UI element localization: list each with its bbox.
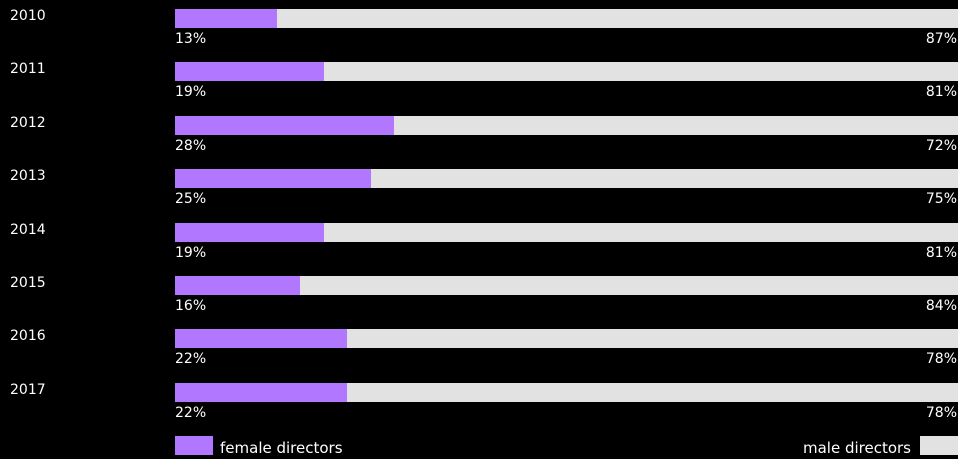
bar-female-directors: [175, 62, 324, 81]
data-label-female: 28%: [175, 138, 207, 154]
bar-row: 2014 19% 81%: [0, 222, 958, 275]
bar-row: 2015 16% 84%: [0, 275, 958, 328]
category-label: 2013: [10, 168, 46, 184]
category-label: 2010: [10, 8, 46, 24]
data-label-male: 81%: [925, 245, 957, 261]
legend-label-female: female directors: [220, 439, 343, 457]
legend-swatch-female: [175, 436, 213, 455]
data-label-female: 16%: [175, 298, 207, 314]
legend-male: male directors: [780, 436, 958, 457]
data-label-male: 75%: [925, 191, 957, 207]
data-label-female: 19%: [175, 245, 207, 261]
data-label-male: 72%: [925, 138, 957, 154]
data-label-male: 78%: [925, 405, 957, 421]
category-label: 2016: [10, 328, 46, 344]
data-label-male: 78%: [925, 351, 957, 367]
bar-row: 2010 13% 87%: [0, 8, 958, 61]
bar-male-directors: [175, 116, 958, 135]
legend-label-male: male directors: [802, 439, 911, 457]
bar-female-directors: [175, 383, 348, 402]
legend-swatch-male: [920, 436, 958, 455]
bar-female-directors: [175, 116, 395, 135]
data-label-male: 84%: [925, 298, 957, 314]
bar-row: 2017 22% 78%: [0, 382, 958, 435]
bar-male-directors: [175, 169, 958, 188]
category-label: 2015: [10, 275, 46, 291]
data-label-female: 22%: [175, 405, 207, 421]
bar-female-directors: [175, 223, 324, 242]
category-label: 2011: [10, 61, 46, 77]
category-label: 2017: [10, 382, 46, 398]
bar-row: 2013 25% 75%: [0, 168, 958, 221]
bar-male-directors: [175, 62, 958, 81]
data-label-female: 13%: [175, 31, 207, 47]
data-label-female: 19%: [175, 84, 207, 100]
data-label-female: 22%: [175, 351, 207, 367]
bar-male-directors: [175, 9, 958, 28]
bar-female-directors: [175, 9, 277, 28]
bar-female-directors: [175, 169, 371, 188]
bar-male-directors: [175, 223, 958, 242]
data-label-female: 25%: [175, 191, 207, 207]
bar-row: 2012 28% 72%: [0, 115, 958, 168]
bar-row: 2016 22% 78%: [0, 328, 958, 381]
bar-male-directors: [175, 329, 958, 348]
legend-female: female directors: [175, 436, 375, 457]
bar-female-directors: [175, 329, 348, 348]
bar-female-directors: [175, 276, 301, 295]
bar-male-directors: [175, 383, 958, 402]
bar-male-directors: [175, 276, 958, 295]
category-label: 2012: [10, 115, 46, 131]
category-label: 2014: [10, 222, 46, 238]
bar-row: 2011 19% 81%: [0, 61, 958, 114]
data-label-male: 81%: [925, 84, 957, 100]
data-label-male: 87%: [925, 31, 957, 47]
